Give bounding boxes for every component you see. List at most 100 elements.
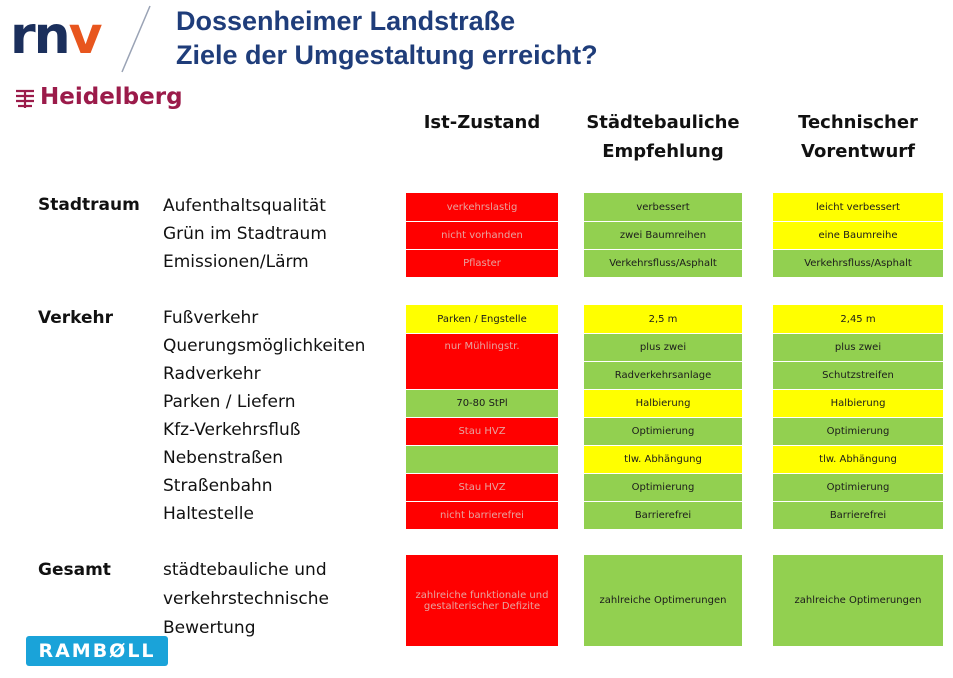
row-label-gruen-im-stadtraum: Grün im Stadtraum: [163, 224, 327, 244]
column-header-c2-line-1: Städtebauliche: [586, 112, 740, 133]
cell-separator: [773, 501, 943, 502]
cell-ist-neben: [406, 445, 558, 473]
row-label-fussverkehr: Fußverkehr: [163, 308, 259, 328]
cell-text: Halbierung: [830, 397, 886, 409]
cell-text: plus zwei: [834, 341, 882, 353]
cell-separator: [406, 473, 558, 474]
cell-text: leicht verbessert: [816, 201, 900, 213]
column-header-c3-line-2: Vorentwurf: [801, 141, 915, 162]
row-label-gesamt-line-3: Bewertung: [163, 618, 256, 638]
cell-emp-rad: Radverkehrsanlage: [584, 361, 742, 389]
cell-text: Halbierung: [635, 397, 691, 409]
column-header-ist-zustand-text: Ist-Zustand: [423, 112, 541, 133]
row-label-aufenthaltsqualitaet: Aufenthaltsqualität: [163, 196, 326, 216]
cell-separator: [773, 333, 943, 334]
rnv-logo-word: rn: [10, 6, 71, 66]
page-title-line-1: Dossenheimer Landstraße: [176, 6, 516, 36]
cell-text: Pflaster: [463, 257, 501, 269]
cell-separator: [406, 417, 558, 418]
cell-tech-parken: Halbierung: [773, 389, 943, 417]
cell-separator: [584, 249, 742, 250]
cell-text: 70-80 StPl: [456, 397, 508, 409]
cell-emp-querung: plus zwei: [584, 333, 742, 361]
column-header-staedtebauliche-empfehlung: Städtebauliche Empfehlung: [584, 108, 742, 166]
cell-text-line-2: gestalterischer Defizite: [423, 600, 541, 612]
cell-text: zahlreiche Optimerungen: [599, 595, 727, 606]
cell-text: 2,5 m: [648, 313, 678, 325]
cell-text: tlw. Abhängung: [819, 453, 897, 465]
logo-divider-slash: [121, 5, 151, 73]
cell-text: eine Baumreihe: [818, 229, 898, 241]
cell-text: Verkehrsfluss/Asphalt: [804, 257, 912, 269]
row-label-emissionen-laerm: Emissionen/Lärm: [163, 252, 309, 272]
cell-ist-parken: 70-80 StPl: [406, 389, 558, 417]
cell-text: Optimierung: [631, 425, 695, 437]
heidelberg-emblem-icon: [16, 89, 34, 108]
cell-tech-gesamt: zahlreiche Optimerungen: [773, 555, 943, 646]
rnv-logo-text: rnv: [10, 6, 103, 66]
cell-text: Radverkehrsanlage: [614, 369, 712, 381]
ramboll-logo: RAMBØLL: [26, 636, 168, 666]
cell-tech-kfz: Optimierung: [773, 417, 943, 445]
section-label-verkehr: Verkehr: [38, 308, 114, 328]
cell-emp-gesamt: zahlreiche Optimerungen: [584, 555, 742, 646]
cell-text: zahlreiche Optimerungen: [794, 595, 922, 606]
cell-text: Optimierung: [826, 481, 890, 493]
cell-emp-emission: Verkehrsfluss/Asphalt: [584, 249, 742, 277]
cell-tech-querung: plus zwei: [773, 333, 943, 361]
cell-separator: [773, 221, 943, 222]
cell-text-line-1: zahlreiche funktionale und: [415, 589, 549, 601]
cell-separator: [584, 333, 742, 334]
cell-text: verbessert: [636, 201, 690, 213]
cell-tech-gruen: eine Baumreihe: [773, 221, 943, 249]
cell-emp-fuss: 2,5 m: [584, 305, 742, 333]
column-header-c3-line-1: Technischer: [798, 112, 918, 133]
cell-separator: [584, 221, 742, 222]
cell-emp-aufenthalt: verbessert: [584, 193, 742, 221]
cell-tech-strab: Optimierung: [773, 473, 943, 501]
cell-separator: [584, 473, 742, 474]
cell-text: Stau HVZ: [458, 425, 506, 437]
rnv-logo: rnv: [10, 6, 160, 72]
cell-ist-emission: Pflaster: [406, 249, 558, 277]
cell-text: tlw. Abhängung: [624, 453, 702, 465]
cell-text: zwei Baumreihen: [619, 229, 707, 241]
cell-text: Optimierung: [826, 425, 890, 437]
section-label-stadtraum: Stadtraum: [38, 195, 140, 215]
cell-tech-neben: tlw. Abhängung: [773, 445, 943, 473]
cell-ist-querung-rad: nur Mühlingstr.: [406, 333, 558, 389]
column-header-technischer-vorentwurf: Technischer Vorentwurf: [773, 108, 943, 166]
cell-tech-fuss: 2,45 m: [773, 305, 943, 333]
cell-text: nicht barrierefrei: [440, 509, 524, 521]
cell-ist-strab: Stau HVZ: [406, 473, 558, 501]
cell-emp-halt: Barrierefrei: [584, 501, 742, 529]
row-label-gesamt-line-1: städtebauliche und: [163, 560, 327, 580]
row-label-radverkehr: Radverkehr: [163, 364, 261, 384]
cell-tech-emission: Verkehrsfluss/Asphalt: [773, 249, 943, 277]
cell-text: Barrierefrei: [829, 509, 887, 521]
cell-separator: [406, 389, 558, 390]
row-label-nebenstrassen: Nebenstraßen: [163, 448, 284, 468]
cell-separator: [406, 445, 558, 446]
cell-text: Barrierefrei: [634, 509, 692, 521]
cell-ist-fuss: Parken / Engstelle: [406, 305, 558, 333]
rnv-logo-accent-letter: v: [68, 6, 103, 66]
cell-text: Parken / Engstelle: [437, 313, 527, 325]
cell-separator: [406, 249, 558, 250]
cell-separator: [773, 389, 943, 390]
cell-tech-aufenthalt: leicht verbessert: [773, 193, 943, 221]
cell-text: Optimierung: [631, 481, 695, 493]
cell-separator: [773, 473, 943, 474]
cell-text: nicht vorhanden: [441, 229, 523, 241]
cell-text: Stau HVZ: [458, 481, 506, 493]
cell-emp-kfz: Optimierung: [584, 417, 742, 445]
row-label-haltestelle: Haltestelle: [163, 504, 254, 524]
heidelberg-logo-text: Heidelberg: [40, 84, 183, 110]
cell-tech-halt: Barrierefrei: [773, 501, 943, 529]
cell-ist-kfz: Stau HVZ: [406, 417, 558, 445]
cell-separator: [584, 501, 742, 502]
cell-emp-parken: Halbierung: [584, 389, 742, 417]
cell-emp-neben: tlw. Abhängung: [584, 445, 742, 473]
cell-ist-gesamt: zahlreiche funktionale und gestalterisch…: [406, 555, 558, 646]
cell-separator: [773, 417, 943, 418]
